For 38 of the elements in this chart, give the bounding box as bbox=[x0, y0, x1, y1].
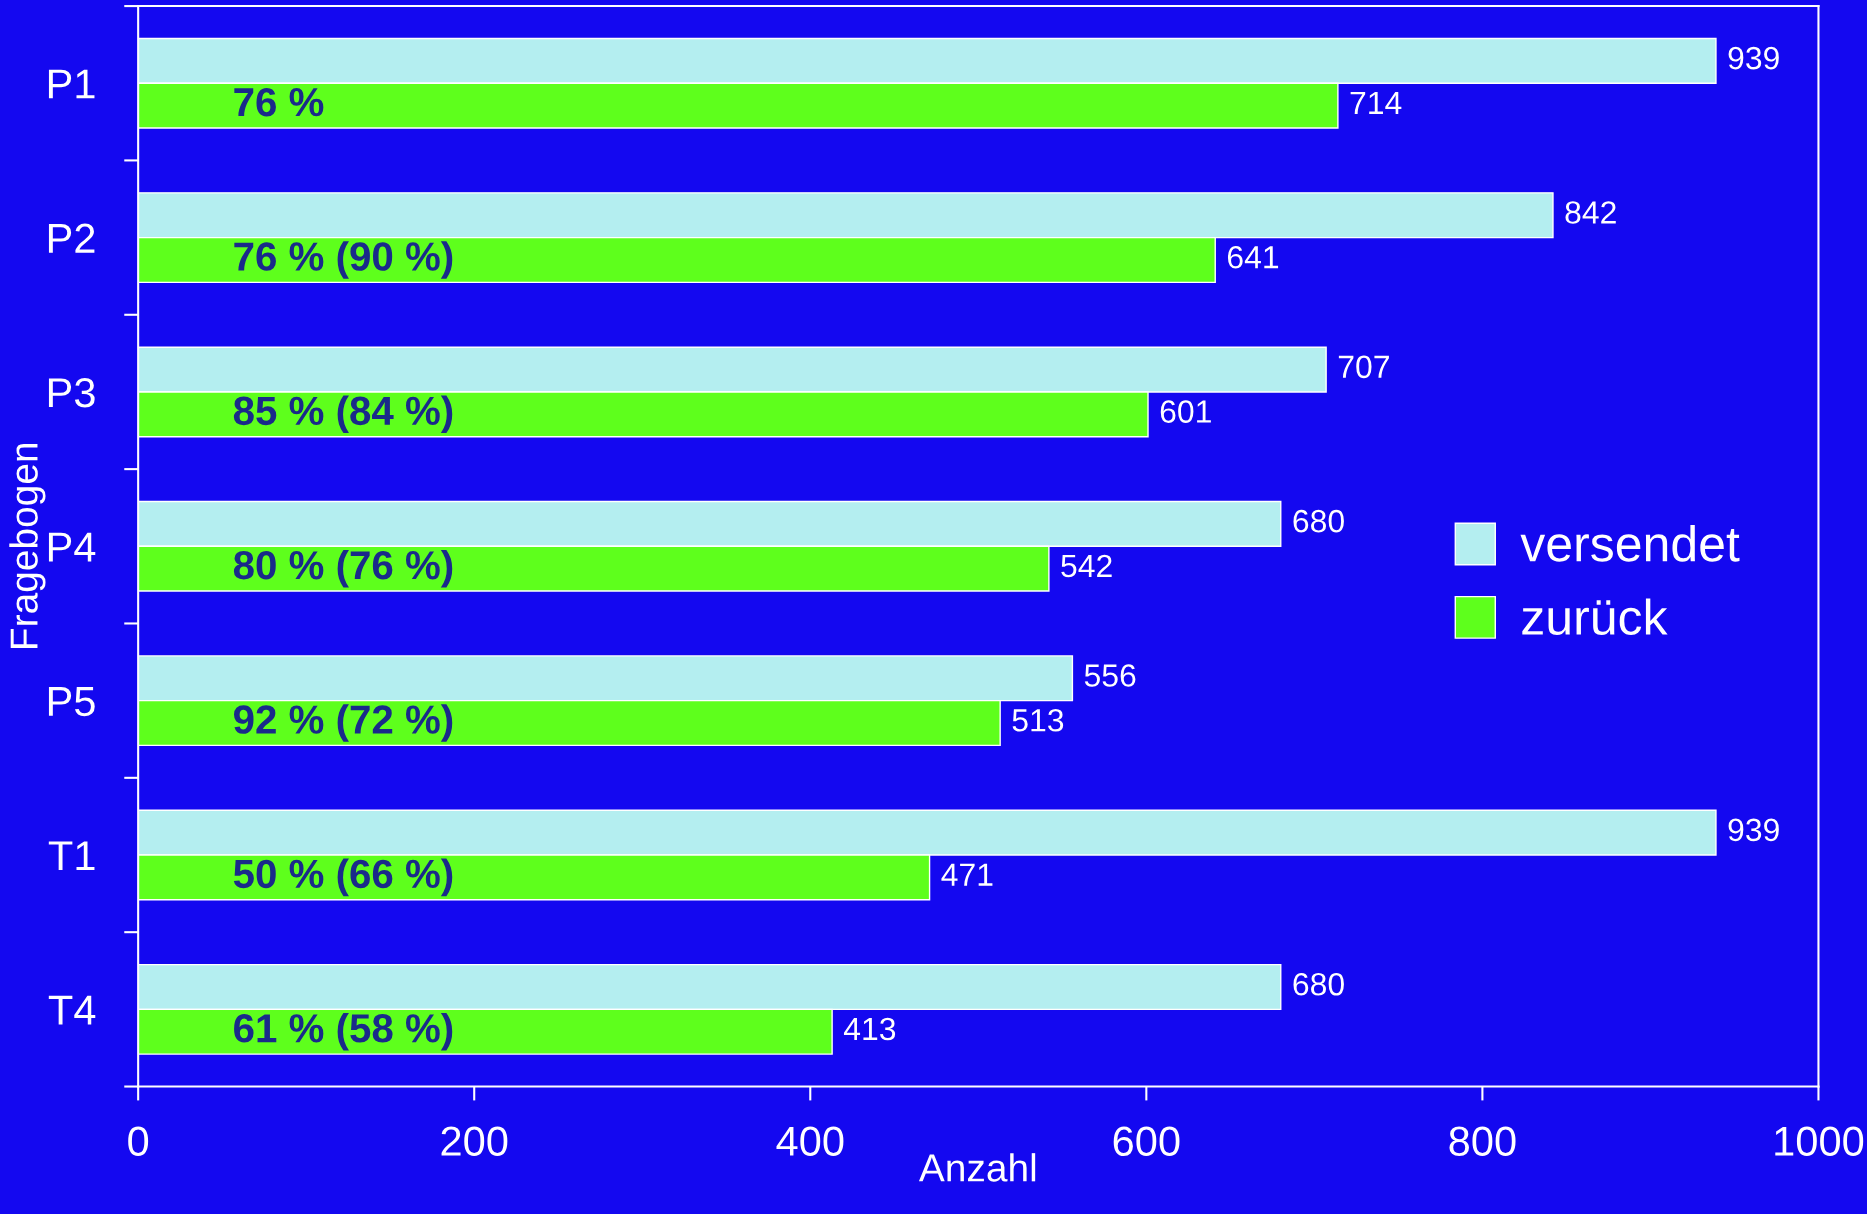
data-label: 601 bbox=[1160, 400, 1211, 423]
data-label: 542 bbox=[1061, 554, 1112, 578]
data-label: 707 bbox=[1338, 355, 1389, 379]
annotation: 80 % (76 %) bbox=[233, 549, 453, 588]
legend-label: versendet bbox=[1520, 525, 1740, 562]
data-label: 413 bbox=[843, 1017, 896, 1041]
y-tick-label: P4 bbox=[48, 532, 96, 562]
data-label: 680 bbox=[1293, 972, 1344, 996]
annotation: 92 % (72 %) bbox=[234, 704, 453, 742]
data-label: 513 bbox=[1012, 708, 1064, 732]
legend-label: zurück bbox=[1522, 598, 1668, 636]
data-label: 714 bbox=[1350, 91, 1402, 114]
y-tick-label: P1 bbox=[48, 69, 95, 99]
y-tick-label: T4 bbox=[48, 995, 96, 1025]
data-label: 939 bbox=[1728, 46, 1779, 70]
data-label: 641 bbox=[1227, 245, 1279, 269]
data-label: 680 bbox=[1293, 509, 1344, 533]
y-tick-label: P2 bbox=[48, 223, 95, 253]
y-axis-title: Fragebogen bbox=[9, 443, 46, 648]
x-tick-label: 200 bbox=[441, 1126, 508, 1157]
annotation: 76 % bbox=[234, 87, 324, 117]
x-axis-title: Anzahl bbox=[918, 1153, 1036, 1182]
y-tick-label: P5 bbox=[48, 687, 95, 717]
x-tick-label: 600 bbox=[1113, 1126, 1180, 1157]
y-tick-label: P3 bbox=[48, 377, 95, 408]
data-label: 471 bbox=[941, 863, 993, 886]
x-tick-label: 0 bbox=[128, 1126, 149, 1157]
x-tick-label: 800 bbox=[1449, 1126, 1516, 1157]
y-tick-label: T1 bbox=[48, 841, 95, 871]
data-label: 556 bbox=[1084, 664, 1136, 687]
x-tick-label: 1000 bbox=[1775, 1126, 1864, 1157]
annotation: 50 % (66 %) bbox=[233, 858, 453, 897]
annotation: 61 % (58 %) bbox=[234, 1012, 453, 1051]
annotation: 85 % (84 %) bbox=[233, 395, 453, 434]
x-tick-label: 400 bbox=[776, 1126, 844, 1157]
data-label: 842 bbox=[1565, 201, 1616, 224]
data-label: 939 bbox=[1728, 818, 1779, 842]
annotation: 76 % (90 %) bbox=[234, 241, 453, 279]
